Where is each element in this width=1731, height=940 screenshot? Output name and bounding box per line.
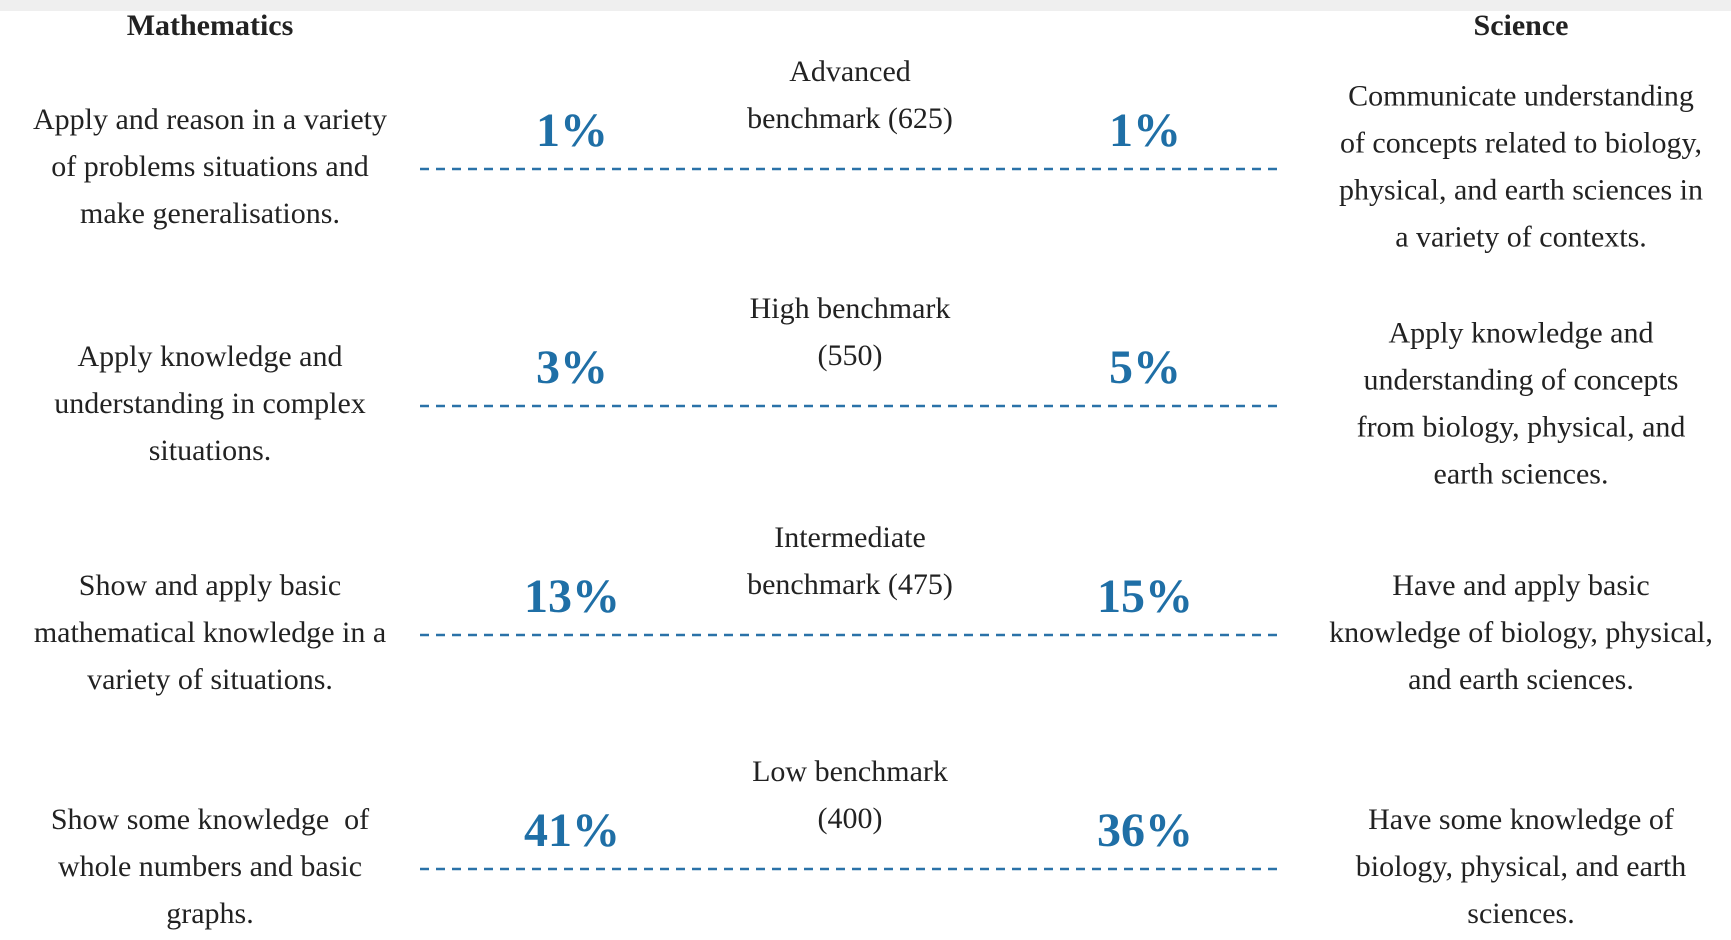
benchmark-label: (400) [818,802,883,835]
math-header: Mathematics [127,9,294,42]
math-description: of problems situations and [51,150,368,183]
benchmark-label: (550) [818,339,883,372]
math-description: graphs. [166,897,253,930]
science-description: from biology, physical, and [1357,410,1686,443]
science-description: Have and apply basic [1392,569,1649,602]
science-percent: 5% [1109,341,1181,394]
math-description: Show and apply basic [79,569,341,602]
math-description: situations. [149,434,272,467]
science-header: Science [1474,9,1569,42]
science-description: knowledge of biology, physical, [1329,616,1713,649]
benchmark-label: Advanced [789,55,911,88]
math-percent: 1% [536,104,608,157]
science-percent: 36% [1097,804,1193,857]
benchmark-label: benchmark (625) [747,102,953,135]
science-description: of concepts related to biology, [1340,126,1702,159]
science-description: and earth sciences. [1408,663,1634,696]
benchmark-label: benchmark (475) [747,568,953,601]
math-description: variety of situations. [87,663,333,696]
science-description: biology, physical, and earth [1356,850,1686,883]
science-description: Communicate understanding [1348,79,1694,112]
science-percent: 15% [1097,570,1193,623]
math-description: make generalisations. [80,197,340,230]
science-description: earth sciences. [1434,457,1609,490]
math-description: Apply knowledge and [78,340,343,373]
science-description: understanding of concepts [1364,363,1679,396]
science-percent: 1% [1109,104,1181,157]
math-description: mathematical knowledge in a [34,616,386,649]
math-description: whole numbers and basic [58,850,362,883]
benchmark-label: High benchmark [750,292,951,325]
science-description: sciences. [1467,897,1574,930]
science-description: Have some knowledge of [1368,803,1674,836]
math-percent: 13% [524,570,620,623]
benchmark-label: Low benchmark [752,755,948,788]
math-description: Show some knowledge of [51,803,369,836]
top-strip [0,0,1731,11]
science-description: Apply knowledge and [1389,316,1654,349]
math-percent: 41% [524,804,620,857]
math-description: understanding in complex [54,387,366,420]
math-percent: 3% [536,341,608,394]
science-description: physical, and earth sciences in [1339,173,1703,206]
benchmark-label: Intermediate [774,521,926,554]
science-description: a variety of contexts. [1395,220,1647,253]
math-description: Apply and reason in a variety [33,103,387,136]
